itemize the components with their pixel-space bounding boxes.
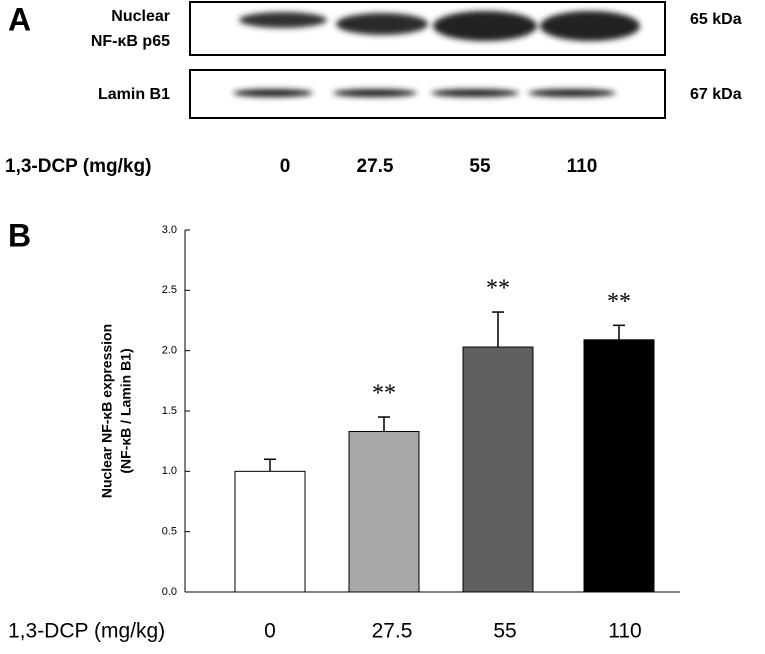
bar [462,346,534,593]
dose: 0 [280,156,291,177]
blot-label: Nuclear [111,8,170,25]
blot-size: 67 kDa [690,86,742,103]
x-axis-label: 1,3-DCP (mg/kg) [8,620,165,643]
blot-label: Lamin B1 [98,86,170,103]
x-tick-label: 27.5 [372,620,413,643]
x-tick-label: 55 [493,620,516,643]
bar [234,470,306,593]
y-tick-label: 3.0 [162,224,177,236]
x-tick-label: 110 [608,620,641,643]
blot-label: NF-κB p65 [91,33,170,50]
dose: 27.5 [357,156,394,177]
significance: ** [486,276,510,302]
y-tick-label: 0.0 [162,586,177,598]
dose-label: 1,3-DCP (mg/kg) [5,156,151,177]
y-axis-label: (NF-κB / Lamin B1) [118,348,134,473]
significance: ** [607,289,631,315]
x-tick-label: 0 [264,620,276,643]
bar [348,431,420,593]
dose: 110 [567,156,598,177]
y-tick-label: 0.5 [162,526,177,538]
blot-bands [239,11,640,41]
dose: 55 [469,156,491,177]
panel-label: B [8,217,31,253]
y-tick-label: 2.0 [162,345,177,357]
blot-size: 65 kDa [690,11,742,28]
significance: ** [372,381,396,407]
panel-label: A [8,1,31,37]
y-tick-label: 1.5 [162,405,177,417]
y-axis-label: Nuclear NF-κB expression [99,324,115,498]
y-tick-label: 1.0 [162,465,177,477]
y-tick-label: 2.5 [162,284,177,296]
bar [583,339,655,593]
blot-bands [233,89,616,97]
